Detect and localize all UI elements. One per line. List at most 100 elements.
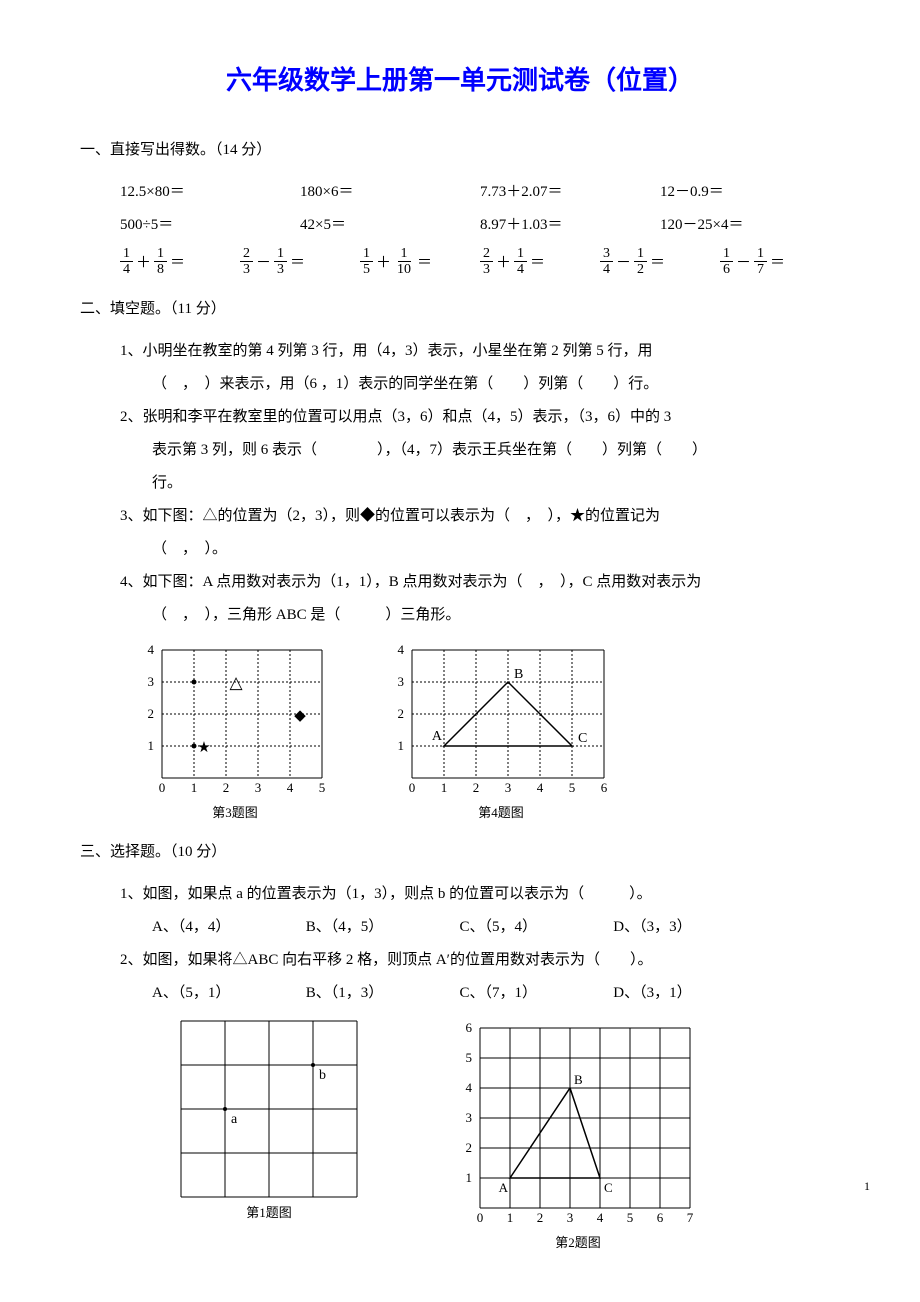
svg-text:a: a bbox=[231, 1112, 238, 1127]
q3-1: 1、如图，如果点 a 的位置表示为（1，3），则点 b 的位置可以表示为（ ）。 bbox=[120, 878, 840, 911]
opt-c: C、（5，4） bbox=[460, 911, 610, 944]
calc-item: 500÷5＝ bbox=[120, 209, 300, 242]
svg-text:★: ★ bbox=[197, 740, 210, 756]
figures-row-1: 0123451234△◆★ 第3题图 01234561234ABC 第4题图 bbox=[140, 642, 840, 821]
svg-text:3: 3 bbox=[466, 1110, 473, 1125]
q2-2b: 表示第 3 列，则 6 表示（ ），（4，7）表示王兵坐在第（ ）列第（ ） bbox=[152, 434, 840, 467]
calc-item: 120－25×4＝ bbox=[660, 209, 840, 242]
calc-item: 180×6＝ bbox=[300, 176, 480, 209]
svg-text:1: 1 bbox=[466, 1170, 473, 1185]
figure-3: 0123451234△◆★ 第3题图 bbox=[140, 642, 330, 821]
svg-text:1: 1 bbox=[191, 780, 198, 795]
section2-header: 二、填空题。（11 分） bbox=[80, 296, 840, 323]
q2-2a: 2、张明和李平在教室里的位置可以用点（3，6）和点（4，5）表示，（3，6）中的… bbox=[120, 401, 840, 434]
svg-text:5: 5 bbox=[569, 780, 576, 795]
svg-text:4: 4 bbox=[398, 642, 405, 657]
figures-row-2: ab 第1题图 01234567123456ABC 第2题图 bbox=[180, 1020, 840, 1251]
svg-text:3: 3 bbox=[567, 1210, 574, 1225]
frac-expr: 23－13＝ bbox=[240, 246, 360, 278]
svg-text:5: 5 bbox=[627, 1210, 634, 1225]
page-number: 1 bbox=[864, 1179, 870, 1194]
svg-text:4: 4 bbox=[597, 1210, 604, 1225]
svg-text:A: A bbox=[499, 1180, 509, 1195]
opt-d: D、（3，3） bbox=[613, 911, 763, 944]
q3-1-opts: A、（4，4） B、（4，5） C、（5，4） D、（3，3） bbox=[152, 911, 840, 944]
fig4-caption: 第4题图 bbox=[478, 802, 524, 821]
frac-expr: 23＋14＝ bbox=[480, 246, 600, 278]
svg-text:1: 1 bbox=[441, 780, 448, 795]
svg-text:C: C bbox=[578, 731, 587, 746]
calc-row-2: 500÷5＝ 42×5＝ 8.97＋1.03＝ 120－25×4＝ bbox=[120, 209, 840, 242]
fig2-chart: 0 1 2 3 4 5 6 7 1 2 3 4 5 6 A B C bbox=[458, 1020, 698, 1228]
svg-text:B: B bbox=[514, 667, 523, 682]
opt-b: B、（1，3） bbox=[306, 977, 456, 1010]
svg-text:3: 3 bbox=[398, 674, 405, 689]
fig1-chart: ab bbox=[180, 1020, 358, 1198]
opt-a: A、（4，4） bbox=[152, 911, 302, 944]
frac-row: 14＋18＝ 23－13＝ 15＋110＝ 23＋14＝ 34－12＝ 16－1… bbox=[120, 246, 840, 278]
calc-item: 12.5×80＝ bbox=[120, 176, 300, 209]
svg-text:0: 0 bbox=[159, 780, 166, 795]
svg-text:2: 2 bbox=[223, 780, 230, 795]
svg-text:5: 5 bbox=[466, 1050, 473, 1065]
svg-text:0: 0 bbox=[409, 780, 416, 795]
svg-text:△: △ bbox=[229, 673, 243, 692]
calc-row-1: 12.5×80＝ 180×6＝ 7.73＋2.07＝ 12－0.9＝ bbox=[120, 176, 840, 209]
svg-text:4: 4 bbox=[466, 1080, 473, 1095]
page-title: 六年级数学上册第一单元测试卷（位置） bbox=[80, 60, 840, 97]
calc-item: 7.73＋2.07＝ bbox=[480, 176, 660, 209]
frac-expr: 14＋18＝ bbox=[120, 246, 240, 278]
figure-2: 0 1 2 3 4 5 6 7 1 2 3 4 5 6 A B C 第2题图 bbox=[458, 1020, 698, 1251]
frac-expr: 16－17＝ bbox=[720, 246, 840, 278]
opt-d: D、（3，1） bbox=[613, 977, 763, 1010]
calc-item: 8.97＋1.03＝ bbox=[480, 209, 660, 242]
opt-a: A、（5，1） bbox=[152, 977, 302, 1010]
q2-2c: 行。 bbox=[152, 467, 840, 500]
svg-text:2: 2 bbox=[473, 780, 480, 795]
svg-text:6: 6 bbox=[657, 1210, 664, 1225]
q3-2: 2、如图，如果将△ABC 向右平移 2 格，则顶点 A′的位置用数对表示为（ ）… bbox=[120, 944, 840, 977]
q2-3a: 3、如下图：△的位置为（2，3），则◆的位置可以表示为（ ， ），★的位置记为 bbox=[120, 500, 840, 533]
calc-item: 42×5＝ bbox=[300, 209, 480, 242]
svg-text:5: 5 bbox=[319, 780, 326, 795]
svg-text:2: 2 bbox=[148, 706, 155, 721]
svg-text:7: 7 bbox=[687, 1210, 694, 1225]
figure-1: ab 第1题图 bbox=[180, 1020, 358, 1251]
svg-text:6: 6 bbox=[601, 780, 608, 795]
svg-text:1: 1 bbox=[398, 738, 405, 753]
opt-b: B、（4，5） bbox=[306, 911, 456, 944]
svg-text:2: 2 bbox=[398, 706, 405, 721]
q2-1b: （ ， ）来表示，用（6 ，1）表示的同学坐在第（ ）列第（ ）行。 bbox=[152, 368, 840, 401]
q2-4b: （ ， ），三角形 ABC 是（ ）三角形。 bbox=[152, 599, 840, 632]
svg-text:6: 6 bbox=[466, 1020, 473, 1035]
fig4-chart: 01234561234ABC bbox=[390, 642, 612, 798]
svg-text:2: 2 bbox=[466, 1140, 473, 1155]
fig2-caption: 第2题图 bbox=[555, 1232, 601, 1251]
section1-header: 一、直接写出得数。（14 分） bbox=[80, 137, 840, 164]
svg-text:3: 3 bbox=[505, 780, 512, 795]
fig3-chart: 0123451234△◆★ bbox=[140, 642, 330, 798]
svg-text:4: 4 bbox=[287, 780, 294, 795]
q2-3b: （ ， ）。 bbox=[152, 533, 840, 566]
frac-expr: 15＋110＝ bbox=[360, 246, 480, 278]
section3-header: 三、选择题。（10 分） bbox=[80, 839, 840, 866]
q3-2-opts: A、（5，1） B、（1，3） C、（7，1） D、（3，1） bbox=[152, 977, 840, 1010]
figure-4: 01234561234ABC 第4题图 bbox=[390, 642, 612, 821]
svg-text:3: 3 bbox=[148, 674, 155, 689]
svg-text:B: B bbox=[574, 1072, 583, 1087]
svg-text:C: C bbox=[604, 1180, 613, 1195]
svg-text:4: 4 bbox=[148, 642, 155, 657]
frac-expr: 34－12＝ bbox=[600, 246, 720, 278]
q2-4a: 4、如下图：A 点用数对表示为（1，1），B 点用数对表示为（ ， ），C 点用… bbox=[120, 566, 840, 599]
fig1-caption: 第1题图 bbox=[246, 1202, 292, 1221]
svg-text:2: 2 bbox=[537, 1210, 544, 1225]
fig3-caption: 第3题图 bbox=[212, 802, 258, 821]
svg-text:0: 0 bbox=[477, 1210, 484, 1225]
opt-c: C、（7，1） bbox=[460, 977, 610, 1010]
svg-text:b: b bbox=[319, 1068, 326, 1083]
q2-1a: 1、小明坐在教室的第 4 列第 3 行，用（4，3）表示，小星坐在第 2 列第 … bbox=[120, 335, 840, 368]
svg-text:4: 4 bbox=[537, 780, 544, 795]
svg-text:1: 1 bbox=[148, 738, 155, 753]
svg-text:◆: ◆ bbox=[294, 708, 306, 724]
svg-text:1: 1 bbox=[507, 1210, 514, 1225]
